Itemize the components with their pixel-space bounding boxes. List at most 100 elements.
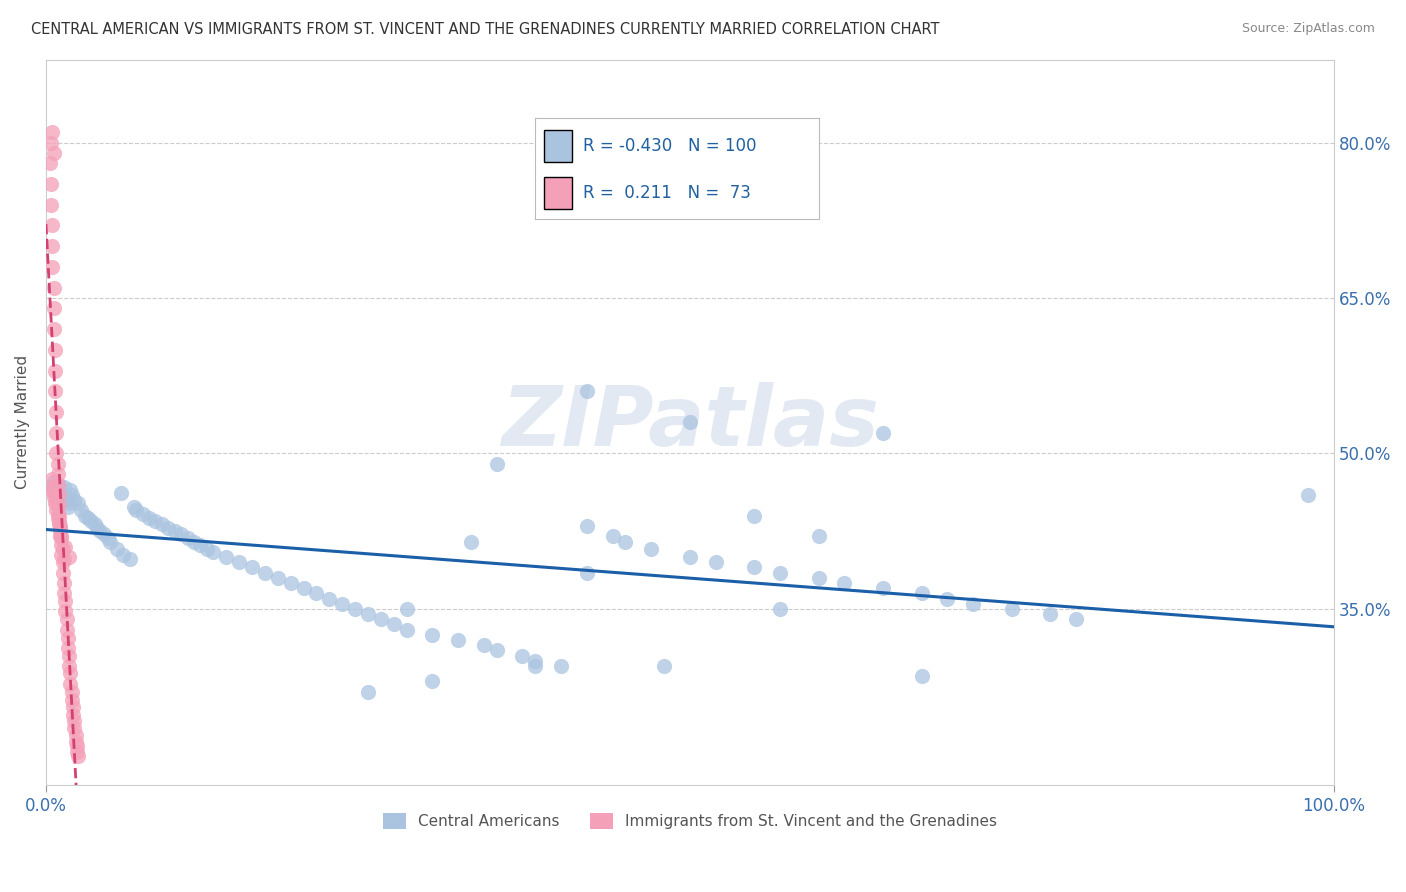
- Point: [704, 555, 727, 569]
- Point: [45, 503, 67, 517]
- Point: [183, 534, 205, 549]
- Point: [575, 566, 598, 580]
- Y-axis label: Currently Married: Currently Married: [15, 355, 30, 490]
- Point: [49, 529, 72, 543]
- Point: [58, 496, 80, 510]
- Point: [118, 552, 141, 566]
- Point: [45, 446, 67, 460]
- Point: [53, 593, 76, 607]
- Point: [195, 541, 218, 556]
- Point: [163, 524, 186, 538]
- Point: [48, 516, 70, 531]
- Point: [447, 632, 470, 647]
- Point: [60, 488, 83, 502]
- Point: [652, 659, 675, 673]
- Point: [48, 498, 70, 512]
- Point: [93, 527, 115, 541]
- Point: [60, 693, 83, 707]
- Point: [962, 597, 984, 611]
- Point: [807, 571, 830, 585]
- Point: [485, 457, 508, 471]
- Point: [58, 648, 80, 663]
- Legend: Central Americans, Immigrants from St. Vincent and the Grenadines: Central Americans, Immigrants from St. V…: [377, 807, 1002, 836]
- Point: [42, 280, 65, 294]
- Point: [472, 638, 495, 652]
- Point: [52, 541, 75, 556]
- Point: [53, 586, 76, 600]
- Point: [46, 507, 69, 521]
- Point: [56, 500, 79, 515]
- Point: [42, 145, 65, 160]
- Point: [742, 508, 765, 523]
- Point: [45, 496, 67, 510]
- Point: [395, 602, 418, 616]
- Point: [253, 566, 276, 580]
- Point: [1064, 612, 1087, 626]
- Point: [872, 425, 894, 440]
- Point: [138, 510, 160, 524]
- Point: [357, 685, 380, 699]
- Point: [176, 532, 198, 546]
- Point: [39, 136, 62, 150]
- Point: [170, 527, 193, 541]
- Point: [62, 700, 84, 714]
- Point: [131, 507, 153, 521]
- Point: [807, 529, 830, 543]
- Point: [910, 586, 932, 600]
- Point: [56, 631, 79, 645]
- Point: [53, 480, 76, 494]
- Point: [305, 586, 328, 600]
- Point: [63, 493, 86, 508]
- Point: [55, 612, 77, 626]
- Point: [56, 641, 79, 656]
- Point: [42, 301, 65, 316]
- Point: [41, 219, 63, 233]
- Point: [69, 503, 91, 517]
- Point: [67, 749, 90, 764]
- Point: [46, 457, 69, 471]
- Point: [910, 669, 932, 683]
- Point: [48, 514, 70, 528]
- Point: [67, 496, 90, 510]
- Point: [62, 707, 84, 722]
- Point: [38, 156, 60, 170]
- Point: [73, 508, 96, 523]
- Point: [122, 500, 145, 515]
- Point: [65, 734, 87, 748]
- Point: [39, 197, 62, 211]
- Point: [44, 488, 66, 502]
- Point: [228, 555, 250, 569]
- Point: [51, 538, 73, 552]
- Point: [112, 548, 135, 562]
- Point: [485, 643, 508, 657]
- Point: [370, 612, 392, 626]
- Point: [46, 477, 69, 491]
- Point: [49, 524, 72, 538]
- Point: [59, 676, 82, 690]
- Point: [512, 648, 534, 663]
- Point: [48, 508, 70, 523]
- Point: [98, 534, 121, 549]
- Point: [330, 597, 353, 611]
- Point: [55, 493, 77, 508]
- Point: [77, 510, 100, 524]
- Point: [48, 488, 70, 502]
- Point: [524, 654, 547, 668]
- Point: [343, 602, 366, 616]
- Point: [60, 685, 83, 699]
- Point: [202, 545, 225, 559]
- Point: [602, 529, 624, 543]
- Point: [44, 496, 66, 510]
- Point: [49, 519, 72, 533]
- Point: [150, 516, 173, 531]
- Point: [110, 485, 132, 500]
- Point: [53, 604, 76, 618]
- Point: [679, 415, 702, 429]
- Point: [51, 529, 73, 543]
- Point: [58, 550, 80, 565]
- Point: [267, 571, 290, 585]
- Point: [769, 566, 792, 580]
- Point: [51, 490, 73, 504]
- Point: [49, 485, 72, 500]
- Point: [42, 322, 65, 336]
